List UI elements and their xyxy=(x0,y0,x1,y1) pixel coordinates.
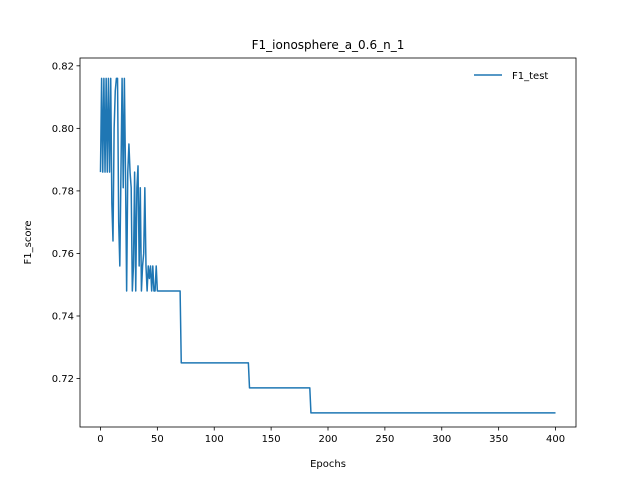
x-tick-label: 400 xyxy=(546,434,565,445)
x-tick-label: 50 xyxy=(151,434,164,445)
x-tick-label: 150 xyxy=(262,434,281,445)
y-tick-label: 0.82 xyxy=(52,61,74,72)
y-tick-label: 0.72 xyxy=(52,374,74,385)
y-tick-label: 0.80 xyxy=(52,124,74,135)
x-tick-label: 350 xyxy=(489,434,508,445)
y-tick-label: 0.74 xyxy=(52,311,74,322)
y-axis-ticks: 0.72 0.74 0.76 0.78 0.80 0.82 xyxy=(52,61,80,385)
x-axis-label: Epochs xyxy=(310,459,346,470)
y-axis-label: F1_score xyxy=(23,221,34,265)
y-tick-label: 0.76 xyxy=(52,249,74,260)
x-tick-label: 200 xyxy=(318,434,337,445)
chart-title: F1_ionosphere_a_0.6_n_1 xyxy=(252,38,405,52)
x-tick-label: 100 xyxy=(205,434,224,445)
series-line-f1-test xyxy=(99,77,556,414)
x-tick-label: 250 xyxy=(375,434,394,445)
x-axis-ticks: 0 50 100 150 200 250 300 350 400 xyxy=(97,427,565,445)
y-tick-label: 0.78 xyxy=(52,186,74,197)
x-tick-label: 0 xyxy=(97,434,103,445)
legend: F1_test xyxy=(474,71,548,82)
legend-label-f1-test: F1_test xyxy=(512,71,548,82)
x-tick-label: 300 xyxy=(432,434,451,445)
